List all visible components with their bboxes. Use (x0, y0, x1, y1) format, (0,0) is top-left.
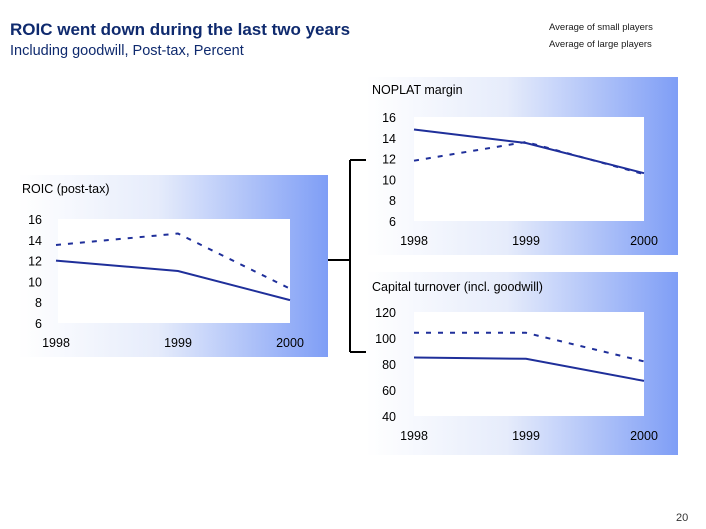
y-tick-label: 6 (389, 215, 396, 229)
y-tick-label: 16 (382, 111, 396, 125)
roic-chart-title: ROIC (post-tax) (22, 182, 110, 196)
y-tick-label: 10 (382, 173, 396, 187)
x-tick-label: 1999 (512, 234, 540, 248)
series-large-players-line (55, 259, 291, 302)
y-tick-label: 16 (28, 213, 42, 227)
x-tick-label: 2000 (630, 429, 658, 443)
y-tick-label: 60 (382, 384, 396, 398)
y-tick-label: 8 (389, 194, 396, 208)
y-tick-label: 80 (382, 358, 396, 372)
x-tick-label: 1998 (42, 336, 70, 350)
noplat-chart: 16 14 12 10 8 6 1998 1999 2000 (382, 111, 658, 248)
x-tick-label: 1998 (400, 429, 428, 443)
x-tick-label: 1998 (400, 234, 428, 248)
legend-label-small: Average of small players (549, 22, 653, 33)
noplat-chart-title: NOPLAT margin (372, 83, 463, 97)
series-small-players-line (55, 232, 291, 290)
x-tick-label: 2000 (276, 336, 304, 350)
x-tick-label: 1999 (164, 336, 192, 350)
y-tick-label: 14 (382, 132, 396, 146)
y-tick-label: 10 (28, 275, 42, 289)
page-title: ROIC went down during the last two years (10, 20, 351, 39)
y-tick-label: 120 (375, 306, 396, 320)
page-subtitle: Including goodwill, Post-tax, Percent (10, 43, 244, 59)
y-tick-label: 40 (382, 410, 396, 424)
x-tick-label: 2000 (630, 234, 658, 248)
series-large-players-line (413, 356, 645, 382)
y-tick-label: 8 (35, 296, 42, 310)
y-tick-label: 12 (28, 255, 42, 269)
plot-area (414, 312, 644, 416)
y-tick-label: 12 (382, 153, 396, 167)
plot-area (414, 117, 644, 221)
series-large-players-line (413, 128, 645, 175)
y-tick-label: 14 (28, 234, 42, 248)
capital-turnover-chart-title: Capital turnover (incl. goodwill) (372, 280, 543, 294)
y-tick-label: 6 (35, 317, 42, 331)
x-tick-label: 1999 (512, 429, 540, 443)
y-tick-label: 100 (375, 332, 396, 346)
legend-label-large: Average of large players (549, 39, 652, 50)
page-number: 20 (676, 512, 689, 524)
capital-turnover-chart: 120 100 80 60 40 1998 1999 2000 (375, 306, 658, 443)
series-small-players-line (414, 331, 645, 363)
